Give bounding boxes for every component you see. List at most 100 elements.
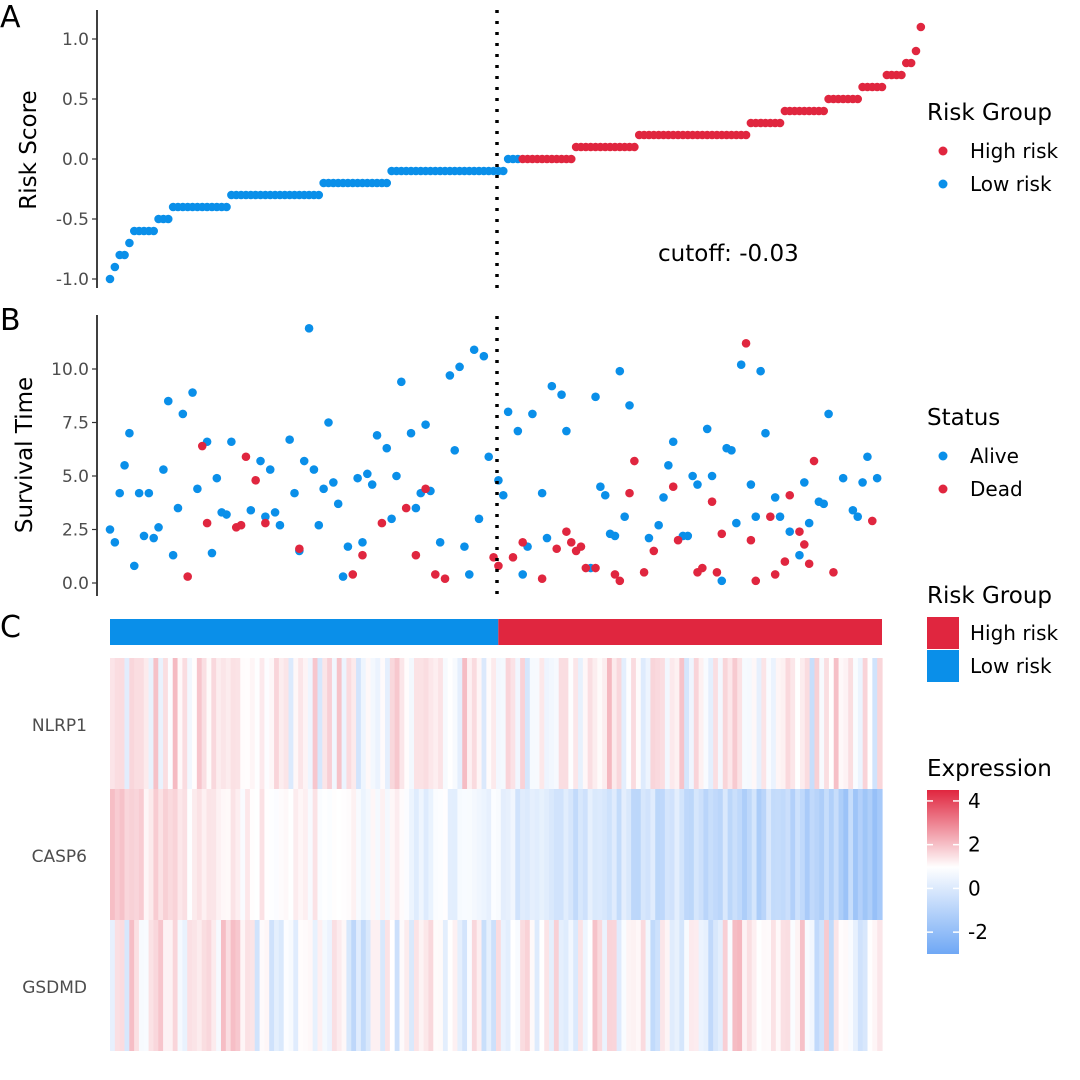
heatmap-cell (365, 920, 372, 1051)
survival-point-dead (591, 563, 600, 573)
heatmap-cell (650, 920, 656, 1051)
heatmap-cell (370, 658, 376, 789)
survival-point-dead (518, 538, 528, 547)
risk-score-point (819, 106, 829, 116)
heatmap-cell (303, 658, 309, 789)
heatmap-cell (167, 920, 174, 1051)
heatmap-cell (751, 920, 758, 1051)
heatmap-cell (124, 920, 130, 1051)
heatmap-cell (857, 920, 864, 1051)
heatmap-cell (814, 789, 820, 920)
heatmap-cell (298, 658, 304, 789)
risk-score-point (916, 22, 926, 32)
heatmap-cell (322, 789, 328, 920)
heatmap-cell (587, 920, 594, 1051)
survival-point-dead (494, 561, 503, 571)
heatmap-cell (679, 658, 685, 789)
survival-point-alive (717, 576, 727, 586)
heatmap-cell (385, 658, 391, 789)
survival-point-dead (795, 527, 804, 536)
heatmap-cell (476, 920, 483, 1051)
heatmap-cell (413, 920, 420, 1051)
survival-point-alive (227, 437, 236, 447)
heatmap-cell (143, 658, 150, 789)
survival-point-alive (207, 548, 217, 558)
heatmap-cell (674, 658, 680, 789)
heatmap-cell (201, 789, 208, 920)
heatmap-cell (843, 789, 849, 920)
heatmap-cell (534, 920, 541, 1051)
heatmap-cell (452, 658, 458, 789)
heatmap-cell (573, 658, 579, 789)
heatmap-cell (640, 920, 647, 1051)
heatmap-cell (399, 920, 405, 1051)
survival-point-alive (392, 471, 401, 481)
heatmap-cell (775, 920, 782, 1051)
survival-point-alive (275, 520, 285, 530)
heatmap-cell (635, 658, 642, 789)
heatmap-cell (211, 920, 217, 1051)
heatmap-cell (775, 658, 782, 789)
heatmap-cell (269, 658, 275, 789)
heatmap-cell (134, 658, 140, 789)
heatmap-cell (848, 658, 854, 789)
heatmap-cell (341, 920, 348, 1051)
heatmap-cell (394, 658, 401, 789)
heatmap-cell (413, 658, 420, 789)
heatmap-cell (481, 658, 487, 789)
survival-point-dead (707, 497, 717, 506)
heatmap-cell (650, 658, 656, 789)
survival-point-alive (746, 480, 756, 489)
heatmap-cell (529, 789, 536, 920)
heatmap-cell (684, 789, 690, 920)
heatmap-cell (110, 789, 116, 920)
heatmap-cell (771, 658, 777, 789)
heatmap-cell (867, 658, 873, 789)
heatmap-cell (293, 789, 299, 920)
heatmap-cell (520, 920, 526, 1051)
heatmap-cell (717, 658, 724, 789)
heatmap-cell (196, 658, 203, 789)
legend-label-alive: Alive (970, 444, 1019, 468)
heatmap-cell (380, 920, 386, 1051)
heatmap-cell (563, 789, 569, 920)
heatmap-cell (283, 658, 290, 789)
survival-point-alive (222, 510, 231, 519)
heatmap-cell (515, 920, 521, 1051)
heatmap-cell (220, 920, 227, 1051)
heatmap-cell (447, 920, 454, 1051)
heatmap-cell (751, 658, 758, 789)
heatmap-cell (177, 658, 183, 789)
survival-y-label: Survival Time (12, 377, 38, 533)
survival-point-alive (304, 324, 314, 333)
heatmap-cell (853, 658, 859, 789)
risk-score-point (630, 142, 639, 152)
survival-point-alive (469, 345, 479, 355)
heatmap-cell (742, 789, 748, 920)
survival-point-alive (872, 473, 882, 483)
heatmap-cell (698, 920, 705, 1051)
heatmap-cell (129, 789, 135, 920)
heatmap-cell (655, 920, 661, 1051)
heatmap-cell (476, 789, 483, 920)
heatmap-cell (824, 658, 830, 789)
heatmap-cell (573, 920, 579, 1051)
heatmap-cell (693, 789, 700, 920)
heatmap-cell (259, 789, 265, 920)
survival-point-alive (450, 446, 460, 455)
heatmap-cell (828, 789, 835, 920)
heatmap-cell (283, 920, 290, 1051)
heatmap-cell (679, 920, 685, 1051)
heatmap-cell (756, 658, 762, 789)
heatmap-cell (626, 789, 632, 920)
heatmap-cell (163, 658, 169, 789)
heatmap-cell (331, 920, 338, 1051)
heatmap-cell (192, 789, 198, 920)
heatmap-cell (573, 789, 579, 920)
heatmap-cell (240, 789, 246, 920)
heatmap-cell (182, 658, 188, 789)
survival-point-alive (144, 488, 154, 498)
heatmap-cell (804, 920, 811, 1051)
heatmap-cell (761, 920, 767, 1051)
